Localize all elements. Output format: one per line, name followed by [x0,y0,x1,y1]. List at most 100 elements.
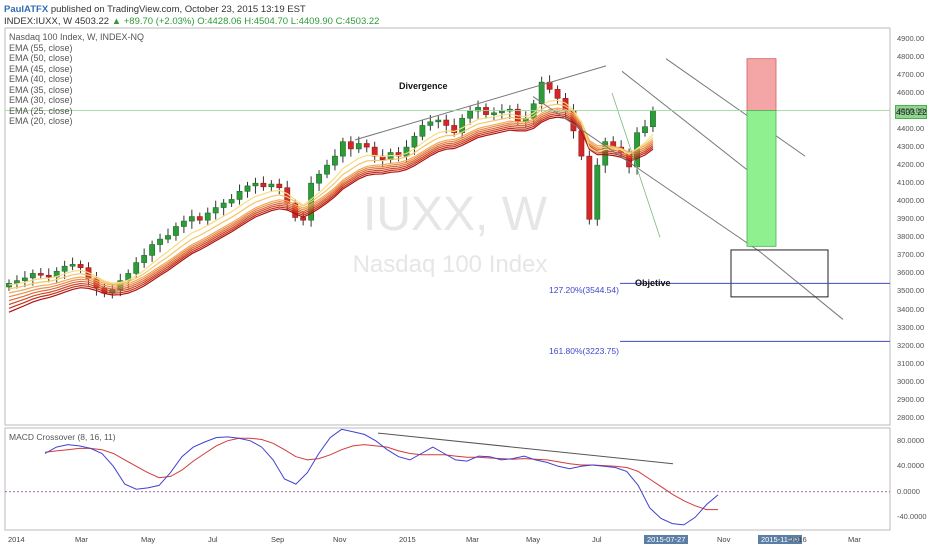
candle [77,264,84,268]
macd-tick-label: -40.0000 [897,512,927,522]
time-tick-label: 2015-11-09 [758,535,802,544]
time-tick-label: 2016 [790,535,807,544]
price-tick-label: 3500.00 [897,286,925,296]
candle [483,107,489,115]
macd-divergence-trendline [377,432,674,465]
objetive-box [730,249,829,298]
macd-legend[interactable]: MACD Crossover (8, 16, 11) [9,432,116,442]
ema-line [8,109,654,298]
candle [133,262,140,274]
candle [650,110,656,128]
price-tick-label: 4300.00 [897,142,925,152]
quote-line: INDEX:IUXX, W 4503.22 ▲ +89.70 (+2.03%) … [4,16,379,28]
candle [316,173,322,184]
candle [196,216,203,221]
price-tick-label: 3300.00 [897,322,925,332]
author-link[interactable]: PaulATFX [4,4,49,15]
candle [165,235,171,240]
time-tick-label: 2015 [399,535,416,544]
price-tick-label: 4400.00 [897,124,925,134]
channel-outer-line [665,58,806,157]
legend-ema[interactable]: EMA (55, close) [9,42,73,53]
candle [300,217,307,221]
price-tick-label: 4000.00 [897,196,925,206]
channel-lower-ext [759,251,844,320]
candle [403,146,410,157]
publish-header: PaulATFX published on TradingView.com, O… [4,4,306,16]
drop-line [611,92,661,238]
candle [475,107,481,112]
candle [498,110,505,114]
legend-ema[interactable]: EMA (30, close) [9,95,73,105]
fib-label-161: 161.80%(3223.75) [549,346,619,356]
macd-line [44,428,719,526]
candle [347,141,354,150]
indicator-legend: Nasdaq 100 Index, W, INDEX-NQ EMA (55, c… [9,32,144,127]
macd-signal-line [44,437,718,511]
price-tick-label: 4200.00 [897,160,925,170]
target-zone [746,110,777,247]
macd-pane-frame [4,427,891,531]
ema-line [8,99,654,286]
candle [355,143,362,150]
candle [61,265,68,272]
legend-ema[interactable]: EMA (35, close) [9,84,73,95]
candle [371,146,378,157]
macd-tick-label: 80.0000 [897,435,925,445]
candle [491,112,497,115]
candle [45,274,52,278]
channel-upper-line [621,70,756,177]
objetive-label[interactable]: Objetive [635,278,671,288]
time-tick-label: 2014 [8,535,25,544]
candle [276,183,283,189]
time-tick-label: Jul [592,535,602,544]
legend-ema[interactable]: EMA (40, close) [9,74,73,84]
price-tick-label: 4100.00 [897,178,925,188]
candle [6,283,12,288]
legend-ema[interactable]: EMA (45, close) [9,63,73,74]
open-value: O:4428.06 [197,16,242,27]
price-tick-label: 3200.00 [897,340,925,350]
time-tick-label: May [526,535,541,544]
candle [141,255,148,263]
legend-ema[interactable]: EMA (50, close) [9,53,73,63]
time-tick-label: Jul [208,535,218,544]
ema-line [8,112,654,306]
candle [324,164,330,175]
candle [212,207,219,214]
price-tick-label: 3400.00 [897,304,925,314]
legend-ema[interactable]: EMA (25, close) [9,105,73,116]
candle [260,182,267,188]
last-price-tag: 4503.22 [895,105,927,119]
high-value: H:4504.70 [244,16,289,27]
price-tick-label: 4800.00 [897,51,925,61]
candle [411,135,418,148]
price-pane-frame [4,27,891,426]
time-tick-label: Mar [75,535,88,544]
legend-ema[interactable]: EMA (20, close) [9,116,73,126]
candle [236,191,243,200]
candle [173,226,179,236]
watermark-name: Nasdaq 100 Index [353,251,548,278]
candle [443,119,450,126]
candle [586,155,593,220]
candle [268,183,275,188]
candle [594,164,601,220]
candle [220,202,227,208]
candle [252,182,259,187]
candle [554,89,561,99]
candle [29,273,36,279]
symbol-label[interactable]: INDEX:IUXX, W [4,16,73,27]
close-value: C:4503.22 [335,16,380,27]
candle [188,216,195,222]
price-tick-label: 4900.00 [897,33,925,43]
divergence-label[interactable]: Divergence [399,81,448,91]
macd-tick-label: 40.0000 [897,461,925,471]
legend-title[interactable]: Nasdaq 100 Index, W, INDEX-NQ [9,32,145,42]
price-tick-label: 4600.00 [897,87,925,97]
price-tick-label: 2800.00 [897,412,925,422]
candle [427,121,434,126]
price-tick-label: 3900.00 [897,214,925,224]
